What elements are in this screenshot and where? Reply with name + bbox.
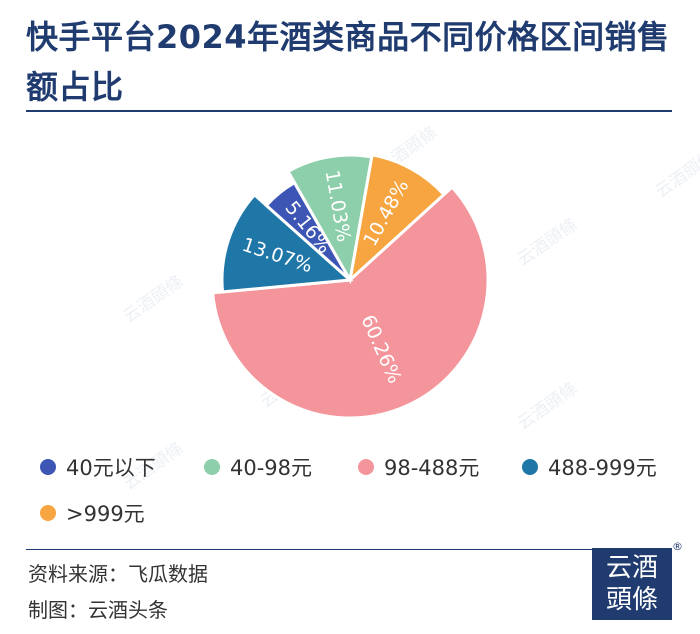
footer-divider (26, 549, 672, 550)
logo-line-2: 頭條 (605, 585, 658, 615)
title-divider (26, 110, 672, 112)
legend-item-under-40: 40元以下 (40, 452, 156, 482)
legend-label: 488-999元 (548, 456, 657, 480)
pie-slice-3 (220, 192, 354, 294)
pie-chart: 10.48%60.26%13.07%5.16%11.03% (210, 153, 490, 420)
legend-label: 98-488元 (384, 456, 480, 480)
pie-slice-4 (347, 153, 447, 285)
legend-swatch (40, 505, 56, 521)
maker-note: 制图：云酒头条 (28, 598, 168, 622)
logo-line-1: 云酒 (605, 553, 658, 583)
legend-item-98-488: 98-488元 (358, 452, 479, 482)
registered-mark: ® (672, 540, 683, 553)
source-note: 资料来源：飞瓜数据 (28, 562, 208, 586)
legend-item-488-999: 488-999元 (522, 452, 657, 482)
pie-slice-2 (210, 185, 490, 420)
legend-swatch (204, 459, 220, 475)
legend-swatch (522, 459, 538, 475)
legend-item-40-98: 40-98元 (204, 452, 312, 482)
legend-swatch (40, 459, 56, 475)
brand-logo: 云酒 頭條 (592, 548, 672, 620)
legend-item-over-999: >999元 (40, 498, 145, 528)
legend-label: 40-98元 (230, 456, 313, 480)
chart-title: 快手平台2024年酒类商品不同价格区间销售额占比 (26, 18, 670, 106)
legend-label: 40元以下 (66, 456, 156, 480)
legend-label: >999元 (66, 502, 145, 526)
pie-slice-1 (286, 153, 374, 285)
legend-swatch (358, 459, 374, 475)
